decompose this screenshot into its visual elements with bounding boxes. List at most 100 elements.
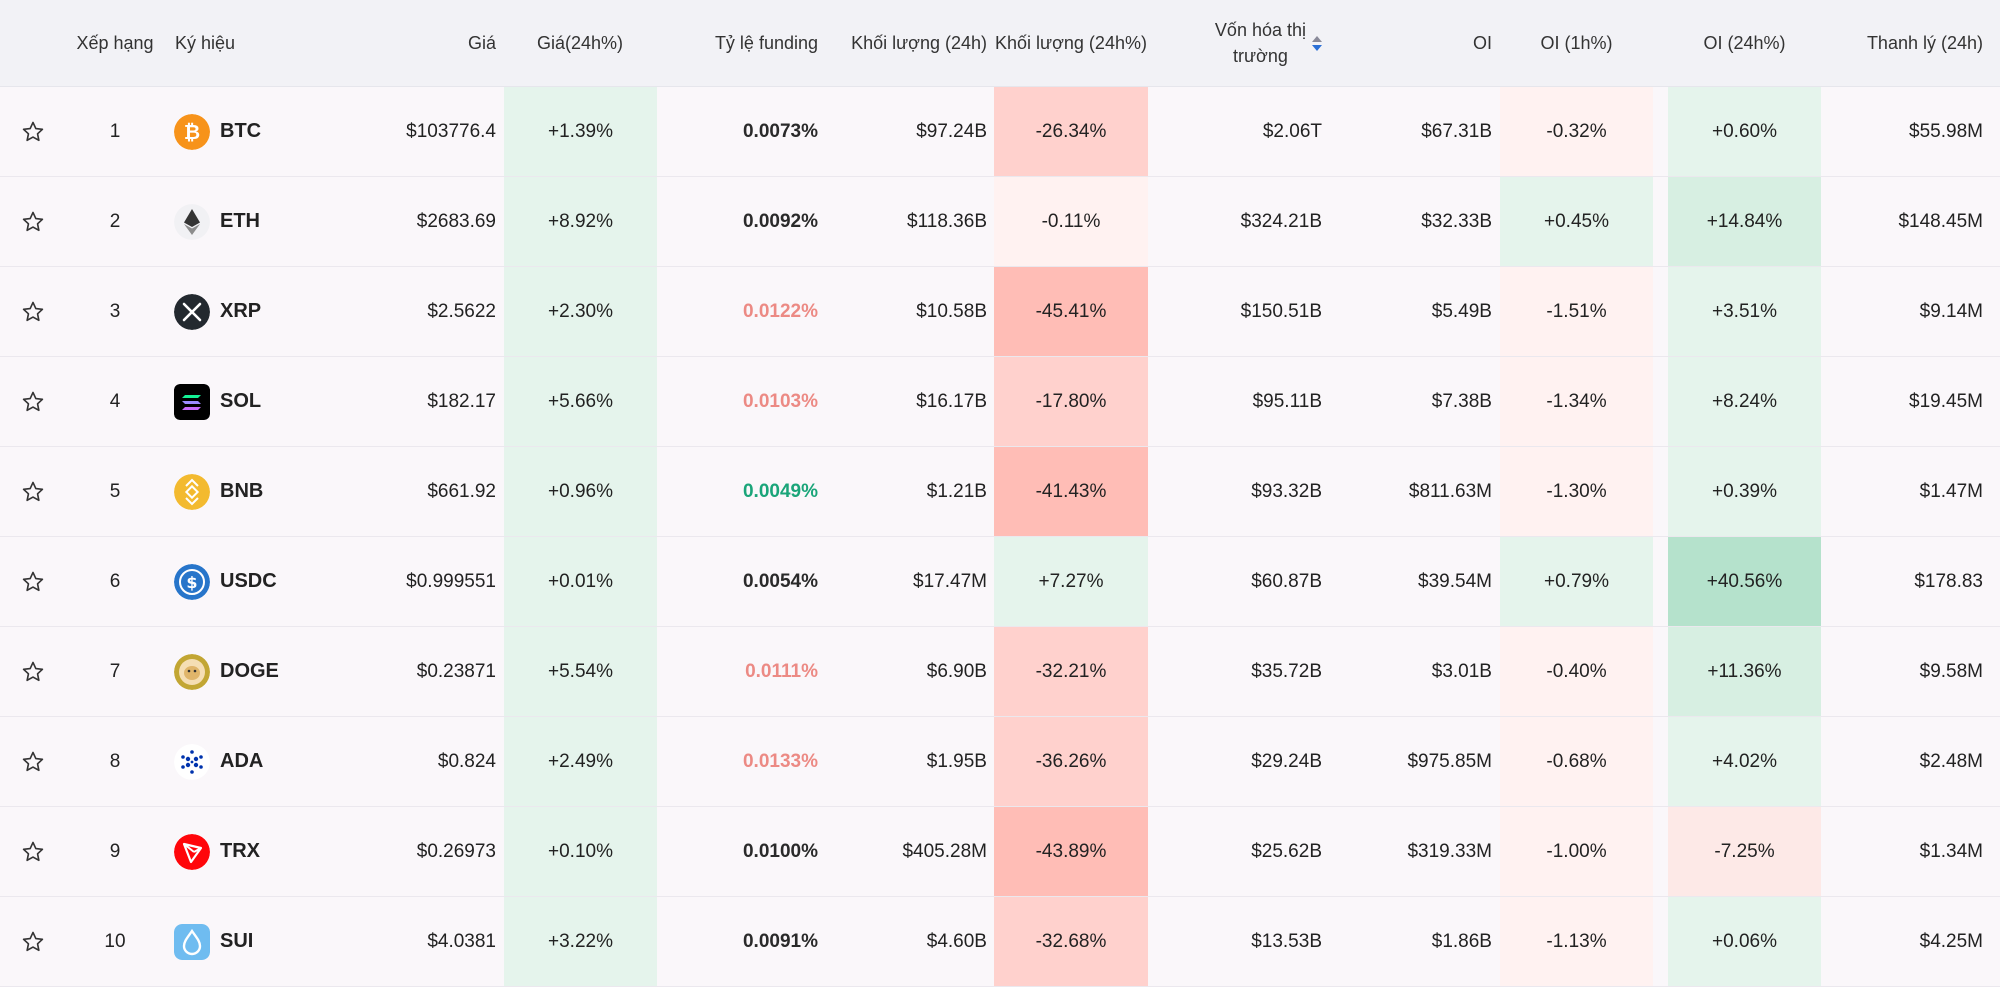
sol-icon [174, 383, 210, 420]
rank-value: 6 [109, 570, 121, 592]
table-body: 1 ₿ BTC $103776.4 +1.39% 0.0073% $97.24B … [0, 87, 2000, 987]
col-header-rank[interactable]: Xếp hạng [76, 32, 154, 53]
table-row[interactable]: 7 DOGE $0.23871 +5.54% 0.0111% $6.90B -3… [0, 627, 2000, 717]
oi-1h-value: -1.30% [1500, 447, 1653, 536]
volume-value: $4.60B [926, 930, 987, 952]
market-cap-value: $35.72B [1251, 660, 1322, 682]
symbol-cell[interactable]: ₿ BTC [174, 87, 334, 176]
liquidation-value: $55.98M [1909, 120, 1983, 142]
favorite-star-icon[interactable] [14, 267, 52, 356]
symbol-label: BTC [220, 120, 262, 142]
col-header-price[interactable]: Giá [467, 32, 496, 53]
price-value: $0.23871 [416, 660, 496, 682]
symbol-label: ADA [220, 750, 264, 772]
oi-1h-value: +0.45% [1500, 177, 1653, 266]
oi-1h-value: -0.32% [1500, 87, 1653, 176]
symbol-cell[interactable]: TRX [174, 807, 334, 896]
favorite-star-icon[interactable] [14, 627, 52, 716]
symbol-cell[interactable]: $ USDC [174, 537, 334, 626]
liquidation-value: $4.25M [1919, 930, 1983, 952]
oi-value: $67.31B [1421, 120, 1492, 142]
favorite-star-icon[interactable] [14, 717, 52, 806]
table-row[interactable]: 10 SUI $4.0381 +3.22% 0.0091% $4.60B -32… [0, 897, 2000, 987]
price-value: $182.17 [427, 390, 496, 412]
oi-24h-value: +0.39% [1668, 447, 1821, 536]
oi-24h-value: +40.56% [1668, 537, 1821, 626]
oi-24h-value: +8.24% [1668, 357, 1821, 446]
sort-desc-icon[interactable] [1312, 35, 1322, 51]
favorite-star-icon[interactable] [14, 447, 52, 536]
rank-value: 9 [109, 840, 121, 862]
usdc-icon: $ [174, 563, 210, 600]
oi-1h-value: -1.51% [1500, 267, 1653, 356]
rank-value: 7 [109, 660, 121, 682]
col-header-oi[interactable]: OI [1472, 32, 1492, 53]
volume-change-value: -26.34% [994, 87, 1148, 176]
volume-change-value: -36.26% [994, 717, 1148, 806]
funding-rate-value: 0.0111% [745, 660, 818, 682]
market-cap-value: $29.24B [1251, 750, 1322, 772]
table-row[interactable]: 4 SOL $182.17 +5.66% 0.0103% $16.17B -17… [0, 357, 2000, 447]
symbol-cell[interactable]: XRP [174, 267, 334, 356]
oi-value: $5.49B [1431, 300, 1492, 322]
table-row[interactable]: 5 BNB $661.92 +0.96% 0.0049% $1.21B -41.… [0, 447, 2000, 537]
volume-change-value: -45.41% [994, 267, 1148, 356]
col-header-market-cap[interactable]: Vốn hóa thị trường [1150, 0, 1322, 86]
price-change-value: +0.10% [504, 807, 657, 896]
col-header-price-change[interactable]: Giá(24h%) [536, 32, 624, 53]
price-change-value: +8.92% [504, 177, 657, 266]
favorite-star-icon[interactable] [14, 807, 52, 896]
price-change-value: +0.96% [504, 447, 657, 536]
col-header-oi-24h[interactable]: OI (24h%) [1703, 32, 1786, 53]
col-header-oi-1h[interactable]: OI (1h%) [1540, 32, 1613, 53]
col-header-volume[interactable]: Khối lượng (24h) [851, 32, 987, 53]
symbol-cell[interactable]: SUI [174, 897, 334, 986]
funding-rate-value: 0.0049% [742, 480, 818, 502]
col-header-volume-change[interactable]: Khối lượng (24h%) [995, 32, 1147, 53]
volume-change-value: -17.80% [994, 357, 1148, 446]
symbol-cell[interactable]: SOL [174, 357, 334, 446]
table-header: Xếp hạng Ký hiệu Giá Giá(24h%) Tỷ lệ fun… [0, 0, 2000, 87]
trx-icon [174, 833, 210, 870]
rank-value: 3 [109, 300, 121, 322]
price-change-value: +3.22% [504, 897, 657, 986]
favorite-star-icon[interactable] [14, 357, 52, 446]
table-row[interactable]: 8 ADA $0.824 +2.49% 0.0133% $1.95B -36.2… [0, 717, 2000, 807]
market-cap-value: $13.53B [1251, 930, 1322, 952]
price-change-value: +1.39% [504, 87, 657, 176]
table-row[interactable]: 6 $ USDC $0.999551 +0.01% 0.0054% $17.47M… [0, 537, 2000, 627]
favorite-star-icon[interactable] [14, 537, 52, 626]
favorite-star-icon[interactable] [14, 177, 52, 266]
volume-value: $97.24B [916, 120, 987, 142]
col-header-symbol[interactable]: Ký hiệu [175, 32, 236, 53]
favorite-star-icon[interactable] [14, 897, 52, 986]
price-change-value: +2.30% [504, 267, 657, 356]
table-row[interactable]: 3 XRP $2.5622 +2.30% 0.0122% $10.58B -45… [0, 267, 2000, 357]
symbol-cell[interactable]: DOGE [174, 627, 334, 716]
col-header-funding[interactable]: Tỷ lệ funding [714, 32, 818, 53]
col-header-liquidation[interactable]: Thanh lý (24h) [1866, 32, 1983, 53]
funding-rate-value: 0.0103% [742, 390, 818, 412]
oi-1h-value: +0.79% [1500, 537, 1653, 626]
price-value: $2.5622 [427, 300, 496, 322]
volume-value: $16.17B [916, 390, 987, 412]
liquidation-value: $2.48M [1919, 750, 1983, 772]
btc-icon: ₿ [174, 113, 210, 150]
symbol-cell[interactable]: BNB [174, 447, 334, 536]
favorite-star-icon[interactable] [14, 87, 52, 176]
liquidation-value: $1.47M [1919, 480, 1983, 502]
table-row[interactable]: 1 ₿ BTC $103776.4 +1.39% 0.0073% $97.24B … [0, 87, 2000, 177]
oi-24h-value: +14.84% [1668, 177, 1821, 266]
liquidation-value: $178.83 [1914, 570, 1983, 592]
oi-value: $3.01B [1431, 660, 1492, 682]
oi-value: $975.85M [1407, 750, 1492, 772]
market-cap-value: $25.62B [1251, 840, 1322, 862]
svg-text:₿: ₿ [184, 120, 200, 144]
symbol-cell[interactable]: ETH [174, 177, 334, 266]
symbol-cell[interactable]: ADA [174, 717, 334, 806]
table-row[interactable]: 2 ETH $2683.69 +8.92% 0.0092% $118.36B -… [0, 177, 2000, 267]
price-change-value: +0.01% [504, 537, 657, 626]
price-change-value: +5.54% [504, 627, 657, 716]
volume-change-value: -0.11% [994, 177, 1148, 266]
table-row[interactable]: 9 TRX $0.26973 +0.10% 0.0100% $405.28M -… [0, 807, 2000, 897]
